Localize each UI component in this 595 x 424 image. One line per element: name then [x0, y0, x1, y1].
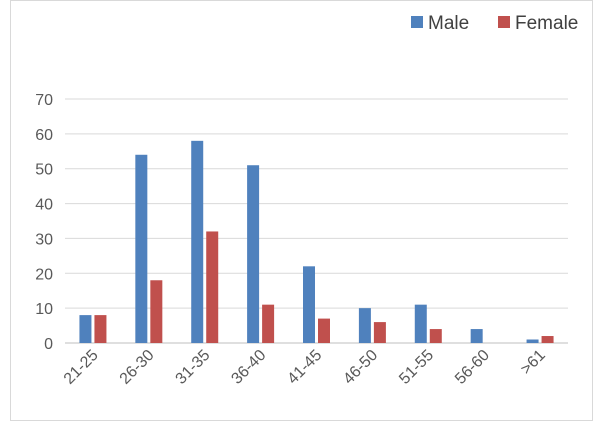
legend-label-male: Male: [428, 13, 469, 34]
bar-female-5: [373, 322, 386, 343]
bar-female-2: [206, 231, 219, 343]
y-tick-label: 50: [35, 162, 53, 179]
x-axis-ticks: 21-25 26-30 31-35 36-40 41-45 46-50 51-55 56-60…: [61, 347, 549, 388]
legend-label-female: Female: [515, 13, 578, 34]
legend-swatch-female: [498, 16, 510, 28]
bar-male-5: [358, 308, 371, 343]
bar-male-2: [191, 140, 204, 343]
bar-female-0: [94, 315, 107, 343]
bar-male-1: [135, 154, 148, 343]
x-tick-label: 46-50: [340, 347, 381, 388]
bar-male-7: [470, 329, 483, 343]
bar-male-8: [526, 339, 539, 343]
x-tick-label: 36-40: [228, 347, 269, 388]
x-tick-label: 26-30: [117, 347, 158, 388]
y-tick-label: 0: [44, 336, 53, 353]
bar-female-8: [541, 336, 554, 343]
bar-female-1: [150, 280, 163, 343]
y-tick-label: 40: [35, 197, 53, 214]
y-axis-ticks: 0 10 20 30 40 50 60 70: [35, 92, 53, 353]
bar-female-6: [429, 329, 442, 343]
y-tick-label: 70: [35, 92, 53, 109]
gridlines: [65, 98, 568, 344]
y-tick-label: 20: [35, 266, 53, 283]
bar-male-3: [247, 165, 260, 343]
y-tick-label: 30: [35, 231, 53, 248]
legend: Male Female: [411, 13, 578, 34]
legend-swatch-male: [411, 16, 423, 28]
bar-male-0: [79, 315, 92, 343]
bar-male-4: [303, 266, 315, 343]
y-tick-label: 10: [35, 301, 53, 318]
x-tick-label: 56-60: [452, 347, 493, 388]
y-tick-label: 60: [35, 127, 53, 144]
bar-female-3: [262, 304, 275, 343]
bar-female-4: [318, 318, 330, 343]
x-tick-label: 31-35: [173, 347, 214, 388]
bar-male-6: [414, 304, 427, 343]
x-tick-label: >61: [518, 347, 549, 378]
x-tick-label: 51-55: [396, 347, 437, 388]
x-tick-label: 41-45: [284, 347, 325, 388]
chart-frame: [10, 0, 593, 421]
bars: [79, 140, 554, 343]
x-tick-label: 21-25: [61, 347, 102, 388]
